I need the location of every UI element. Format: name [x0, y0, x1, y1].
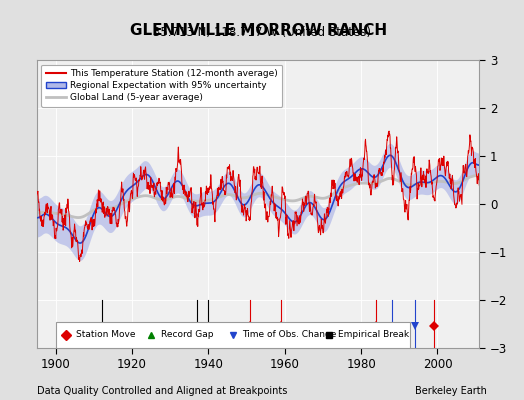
Text: Empirical Break: Empirical Break [338, 330, 409, 339]
Text: Record Gap: Record Gap [161, 330, 213, 339]
Bar [56, 322, 410, 348]
Text: Time of Obs. Change: Time of Obs. Change [243, 330, 337, 339]
Text: 35.713 N, 118.717 W (United States): 35.713 N, 118.717 W (United States) [153, 26, 371, 39]
Text: Data Quality Controlled and Aligned at Breakpoints: Data Quality Controlled and Aligned at B… [37, 386, 287, 396]
Text: Berkeley Earth: Berkeley Earth [416, 386, 487, 396]
Legend: This Temperature Station (12-month average), Regional Expectation with 95% uncer: This Temperature Station (12-month avera… [41, 64, 282, 107]
Title: GLENNVILLE MORROW RANCH: GLENNVILLE MORROW RANCH [129, 23, 387, 38]
Text: Station Move: Station Move [76, 330, 135, 339]
